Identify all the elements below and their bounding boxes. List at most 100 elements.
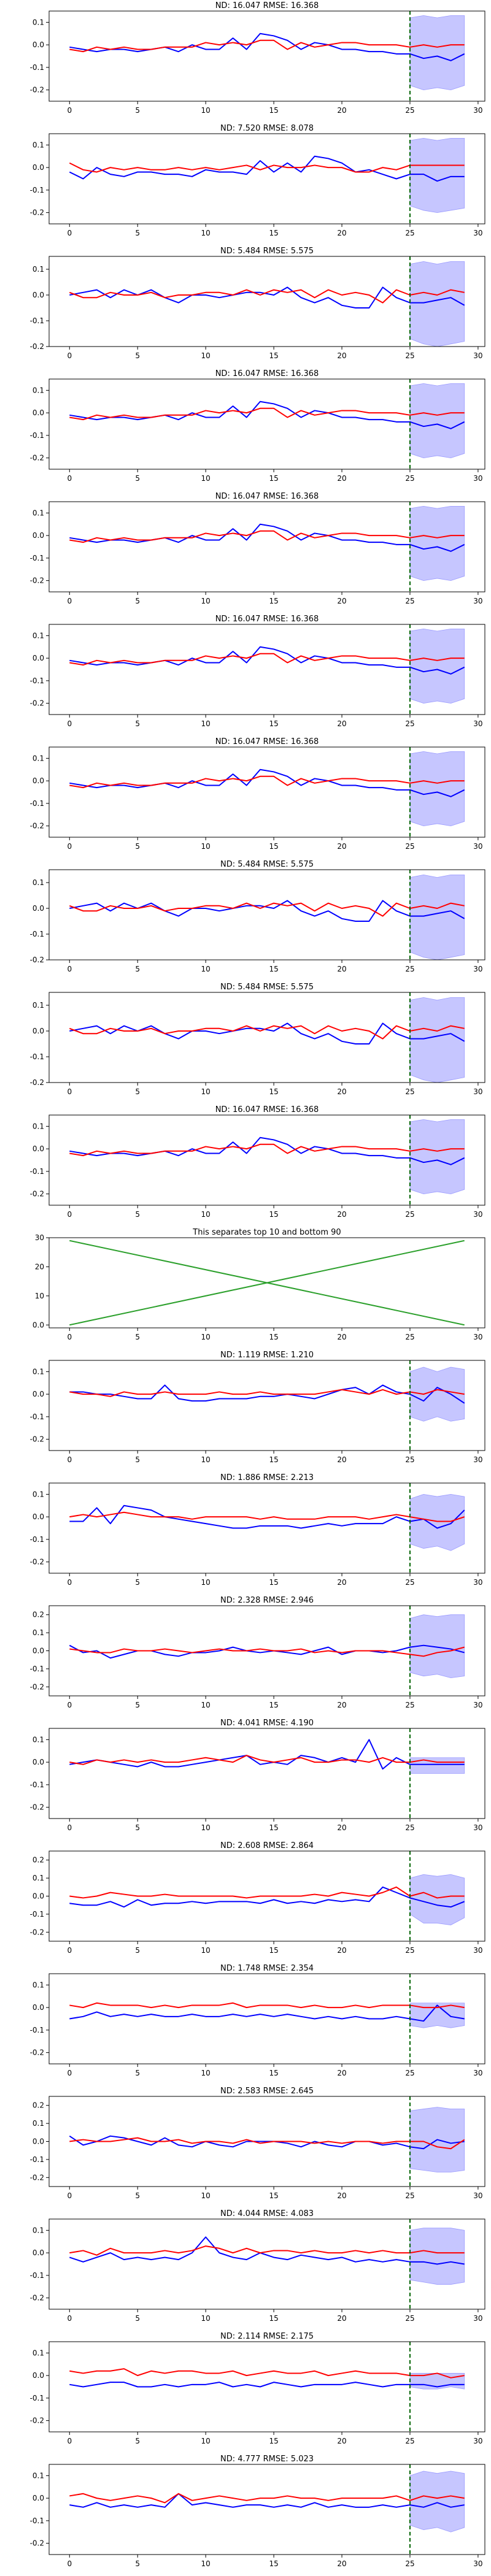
panel-title: ND: 1.886 RMSE: 2.213 [220, 1473, 314, 1482]
y-tick-label: -0.2 [30, 86, 44, 94]
series-line-1 [69, 769, 465, 797]
x-tick-label: 5 [135, 597, 140, 605]
y-tick-label: -0.1 [30, 677, 44, 685]
y-tick-label: -0.1 [30, 930, 44, 938]
y-tick-label: 0.1 [33, 140, 44, 149]
x-tick-label: 20 [337, 351, 346, 360]
axes-frame [48, 1114, 485, 1206]
x-tick-label: 5 [135, 1578, 140, 1587]
axes-frame [48, 1237, 485, 1328]
x-tick-label: 10 [201, 1333, 211, 1341]
x-tick-label: 25 [405, 2191, 414, 2200]
x-tick-label: 5 [135, 351, 140, 360]
x-tick-label: 20 [337, 719, 346, 728]
panel-2: ND: 7.520 RMSE: 8.078 0 5 10 15 20 25 30 -0.2 -0.… [30, 124, 485, 237]
uncertainty-band [409, 383, 465, 459]
axes-frame [48, 10, 485, 102]
series-line-2 [69, 775, 465, 789]
x-tick-label: 25 [405, 965, 414, 973]
x-tick-label: 30 [473, 1823, 482, 1832]
series-line-2 [69, 2002, 465, 2009]
panel-title: ND: 4.041 RMSE: 4.190 [220, 1719, 314, 1728]
x-tick-label: 0 [67, 106, 72, 115]
y-tick-label: 0.1 [33, 754, 44, 762]
x-tick-label: 30 [473, 2314, 482, 2323]
x-tick-label: 25 [405, 106, 414, 115]
y-tick-label: -0.2 [30, 1803, 44, 1812]
panel-8: ND: 5.484 RMSE: 5.575 0 5 10 15 20 25 30 -0.2 -0.… [30, 860, 485, 973]
x-tick-label: 0 [67, 1578, 72, 1587]
x-tick-label: 10 [201, 1823, 211, 1832]
y-tick-label: -0.2 [30, 2417, 44, 2425]
panel-title: ND: 16.047 RMSE: 16.368 [215, 615, 319, 624]
x-tick-label: 20 [337, 597, 346, 605]
panel-17: ND: 1.748 RMSE: 2.354 0 5 10 15 20 25 30 -0.2 -0.… [30, 1964, 485, 2077]
x-tick-label: 15 [269, 719, 278, 728]
series-line-2 [69, 902, 465, 917]
y-tick-label: 0.1 [33, 1122, 44, 1130]
x-tick-label: 5 [135, 2069, 140, 2077]
x-tick-label: 25 [405, 2559, 414, 2568]
x-tick-label: 5 [135, 1701, 140, 1709]
x-tick-label: 25 [405, 1823, 414, 1832]
x-tick-label: 30 [473, 2437, 482, 2445]
x-tick-label: 15 [269, 842, 278, 851]
x-tick-label: 10 [201, 2437, 211, 2445]
panel-12: ND: 1.119 RMSE: 1.210 0 5 10 15 20 25 30 -0.2 -0.… [30, 1351, 485, 1464]
panel-title: ND: 2.583 RMSE: 2.645 [220, 2087, 314, 2096]
panel-1: ND: 16.047 RMSE: 16.368 0 5 10 15 20 25 30 -0.2 -… [30, 1, 485, 115]
panel-title: ND: 2.608 RMSE: 2.864 [220, 1841, 314, 1850]
y-tick-label: 0.1 [33, 878, 44, 887]
x-tick-label: 5 [135, 1946, 140, 1955]
axes-frame [48, 1360, 485, 1451]
x-tick-label: 0 [67, 965, 72, 973]
y-tick-label: 0.1 [33, 386, 44, 394]
x-tick-label: 0 [67, 1087, 72, 1096]
x-tick-label: 5 [135, 965, 140, 973]
y-tick-label: -0.2 [30, 454, 44, 462]
x-tick-label: 15 [269, 1455, 278, 1464]
x-tick-label: 5 [135, 106, 140, 115]
x-tick-label: 30 [473, 2559, 482, 2568]
x-tick-label: 0 [67, 842, 72, 851]
panel-title: ND: 4.044 RMSE: 4.083 [220, 2209, 314, 2218]
panel-title: ND: 4.777 RMSE: 5.023 [220, 2455, 314, 2464]
x-tick-label: 15 [269, 1701, 278, 1709]
x-tick-label: 10 [201, 2069, 211, 2077]
y-tick-label: 0.1 [33, 18, 44, 26]
x-tick-label: 30 [473, 351, 482, 360]
series-line-2 [69, 289, 465, 304]
series-line-1 [69, 2382, 465, 2388]
y-tick-label: 0.0 [33, 904, 44, 913]
y-tick-label: -0.2 [30, 209, 44, 217]
y-tick-label: -0.1 [30, 2394, 44, 2402]
series-line-1 [69, 1739, 465, 1770]
x-tick-label: 25 [405, 351, 414, 360]
series-line-1 [69, 646, 465, 675]
series-line-1 [69, 1384, 465, 1404]
x-tick-label: 30 [473, 1946, 482, 1955]
panel-16: ND: 2.608 RMSE: 2.864 0 5 10 15 20 25 30 -0.2 -0.… [30, 1841, 485, 1955]
series-line-2 [69, 2245, 465, 2256]
axes-frame [48, 2218, 485, 2310]
x-tick-label: 20 [337, 1578, 346, 1587]
x-tick-label: 0 [67, 1946, 72, 1955]
panel-title: This separates top 10 and bottom 90 [192, 1228, 341, 1237]
x-tick-label: 25 [405, 229, 414, 237]
y-tick-label: 0.0 [33, 2371, 44, 2380]
x-tick-label: 25 [405, 1333, 414, 1341]
x-tick-label: 10 [201, 1455, 211, 1464]
x-tick-label: 10 [201, 2559, 211, 2568]
series-line-2 [69, 653, 465, 666]
x-tick-label: 5 [135, 2559, 140, 2568]
uncertainty-band [409, 1757, 465, 1774]
series-line-2 [69, 530, 465, 543]
panel-title: ND: 5.484 RMSE: 5.575 [220, 860, 314, 869]
y-tick-label: -0.1 [30, 1167, 44, 1176]
series-line-1 [69, 2236, 465, 2265]
y-tick-label: -0.2 [30, 1682, 44, 1691]
y-tick-label: 0.0 [33, 1144, 44, 1153]
y-tick-label: 0.0 [33, 163, 44, 172]
y-tick-label: -0.1 [30, 63, 44, 72]
x-tick-label: 0 [67, 719, 72, 728]
